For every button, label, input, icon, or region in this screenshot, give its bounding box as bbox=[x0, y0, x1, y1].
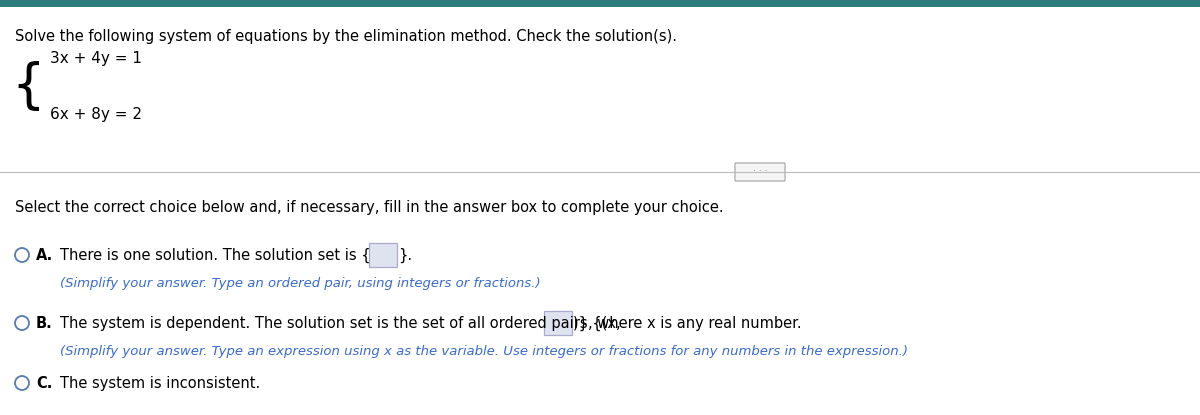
Text: )}, where x is any real number.: )}, where x is any real number. bbox=[574, 315, 802, 331]
Text: There is one solution. The solution set is {: There is one solution. The solution set … bbox=[60, 247, 371, 263]
Text: The system is dependent. The solution set is the set of all ordered pairs {(x,: The system is dependent. The solution se… bbox=[60, 315, 620, 331]
Text: C.: C. bbox=[36, 376, 53, 391]
Text: Solve the following system of equations by the elimination method. Check the sol: Solve the following system of equations … bbox=[14, 29, 677, 44]
FancyBboxPatch shape bbox=[370, 243, 397, 267]
Text: A.: A. bbox=[36, 247, 53, 263]
Text: Select the correct choice below and, if necessary, fill in the answer box to com: Select the correct choice below and, if … bbox=[14, 200, 724, 215]
Text: 6x + 8y = 2: 6x + 8y = 2 bbox=[50, 107, 142, 122]
Text: 3x + 4y = 1: 3x + 4y = 1 bbox=[50, 51, 142, 66]
Text: (Simplify your answer. Type an ordered pair, using integers or fractions.): (Simplify your answer. Type an ordered p… bbox=[60, 277, 541, 290]
Text: B.: B. bbox=[36, 315, 53, 330]
Text: (Simplify your answer. Type an expression using x as the variable. Use integers : (Simplify your answer. Type an expressio… bbox=[60, 345, 908, 358]
Text: {: { bbox=[11, 61, 44, 113]
Text: }.: }. bbox=[398, 247, 412, 263]
FancyBboxPatch shape bbox=[734, 163, 785, 181]
Text: The system is inconsistent.: The system is inconsistent. bbox=[60, 376, 260, 391]
Text: · · ·: · · · bbox=[752, 168, 767, 176]
FancyBboxPatch shape bbox=[0, 0, 1200, 7]
FancyBboxPatch shape bbox=[544, 311, 572, 335]
